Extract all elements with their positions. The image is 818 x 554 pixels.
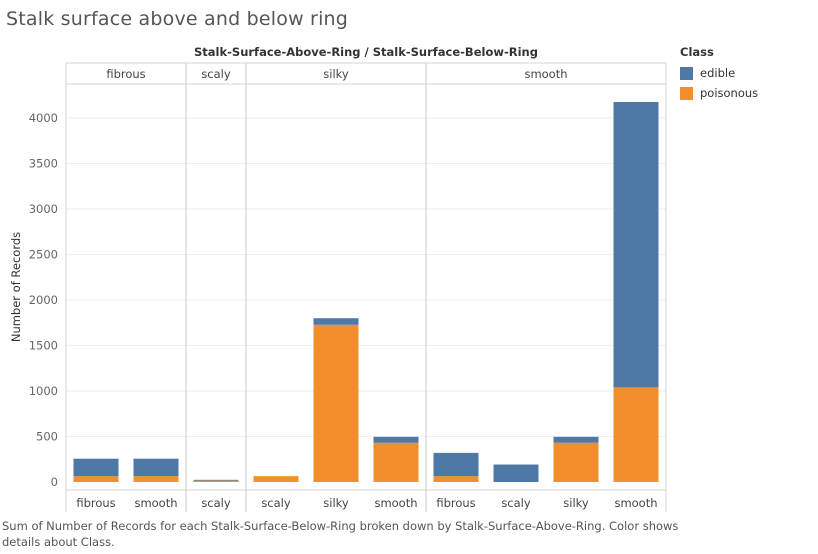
y-tick-2500: 2500 xyxy=(29,248,58,262)
chart-title: Stalk surface above and below ring xyxy=(6,8,349,30)
bar-smooth-scaly-edible xyxy=(493,464,539,482)
bar-silky-scaly-poisonous xyxy=(253,476,299,482)
chart-caption: Sum of Number of Records for each Stalk-… xyxy=(2,519,679,549)
bar-smooth-smooth-poisonous xyxy=(613,387,659,482)
x-tick-fibrous-fibrous: fibrous xyxy=(76,496,115,510)
y-tick-3000: 3000 xyxy=(29,202,58,216)
x-tick-silky-silky: silky xyxy=(323,496,349,510)
x-tick-smooth-smooth: smooth xyxy=(614,496,657,510)
group-label-smooth: smooth xyxy=(524,67,567,81)
y-tick-1500: 1500 xyxy=(29,339,58,353)
y-tick-1000: 1000 xyxy=(29,384,58,398)
bar-silky-silky-edible xyxy=(313,318,359,325)
bar-fibrous-fibrous-edible xyxy=(73,458,119,477)
x-tick-smooth-silky: silky xyxy=(563,496,589,510)
x-tick-silky-smooth: smooth xyxy=(374,496,417,510)
bar-silky-smooth-edible xyxy=(373,436,419,443)
bar-smooth-smooth-edible xyxy=(613,101,659,388)
y-tick-4000: 4000 xyxy=(29,111,58,125)
legend-swatch-edible xyxy=(680,66,693,80)
y-tick-2000: 2000 xyxy=(29,293,58,307)
column-header: Stalk-Surface-Above-Ring / Stalk-Surface… xyxy=(194,45,538,59)
x-tick-silky-scaly: scaly xyxy=(261,496,291,510)
x-tick-fibrous-smooth: smooth xyxy=(134,496,177,510)
bar-smooth-silky-poisonous xyxy=(553,442,599,482)
x-tick-smooth-fibrous: fibrous xyxy=(436,496,475,510)
bar-smooth-fibrous-edible xyxy=(433,452,479,477)
bar-smooth-silky-edible xyxy=(553,436,599,443)
x-tick-smooth-scaly: scaly xyxy=(501,496,531,510)
y-tick-0: 0 xyxy=(51,475,58,489)
bar-fibrous-fibrous-poisonous xyxy=(73,476,119,482)
x-tick-scaly-scaly: scaly xyxy=(201,496,231,510)
group-label-scaly: scaly xyxy=(201,67,231,81)
bar-scaly-scaly-poisonous xyxy=(193,480,239,482)
bar-silky-silky-poisonous xyxy=(313,324,359,482)
bar-scaly-scaly-edible xyxy=(193,479,239,481)
legend: Class edible poisonous xyxy=(680,45,758,103)
y-axis-label: Number of Records xyxy=(9,232,23,342)
legend-swatch-poisonous xyxy=(680,86,693,100)
bar-fibrous-smooth-edible xyxy=(133,458,179,477)
legend-item-poisonous[interactable]: poisonous xyxy=(680,83,758,103)
legend-label-edible: edible xyxy=(700,66,736,80)
bar-silky-smooth-poisonous xyxy=(373,442,419,482)
bar-smooth-fibrous-poisonous xyxy=(433,476,479,482)
legend-item-edible[interactable]: edible xyxy=(680,63,758,83)
legend-label-poisonous: poisonous xyxy=(700,86,759,100)
group-label-silky: silky xyxy=(323,67,349,81)
legend-title: Class xyxy=(680,45,714,59)
group-label-fibrous: fibrous xyxy=(106,67,145,81)
y-tick-500: 500 xyxy=(36,430,58,444)
y-tick-3500: 3500 xyxy=(29,157,58,171)
bar-fibrous-smooth-poisonous xyxy=(133,476,179,482)
